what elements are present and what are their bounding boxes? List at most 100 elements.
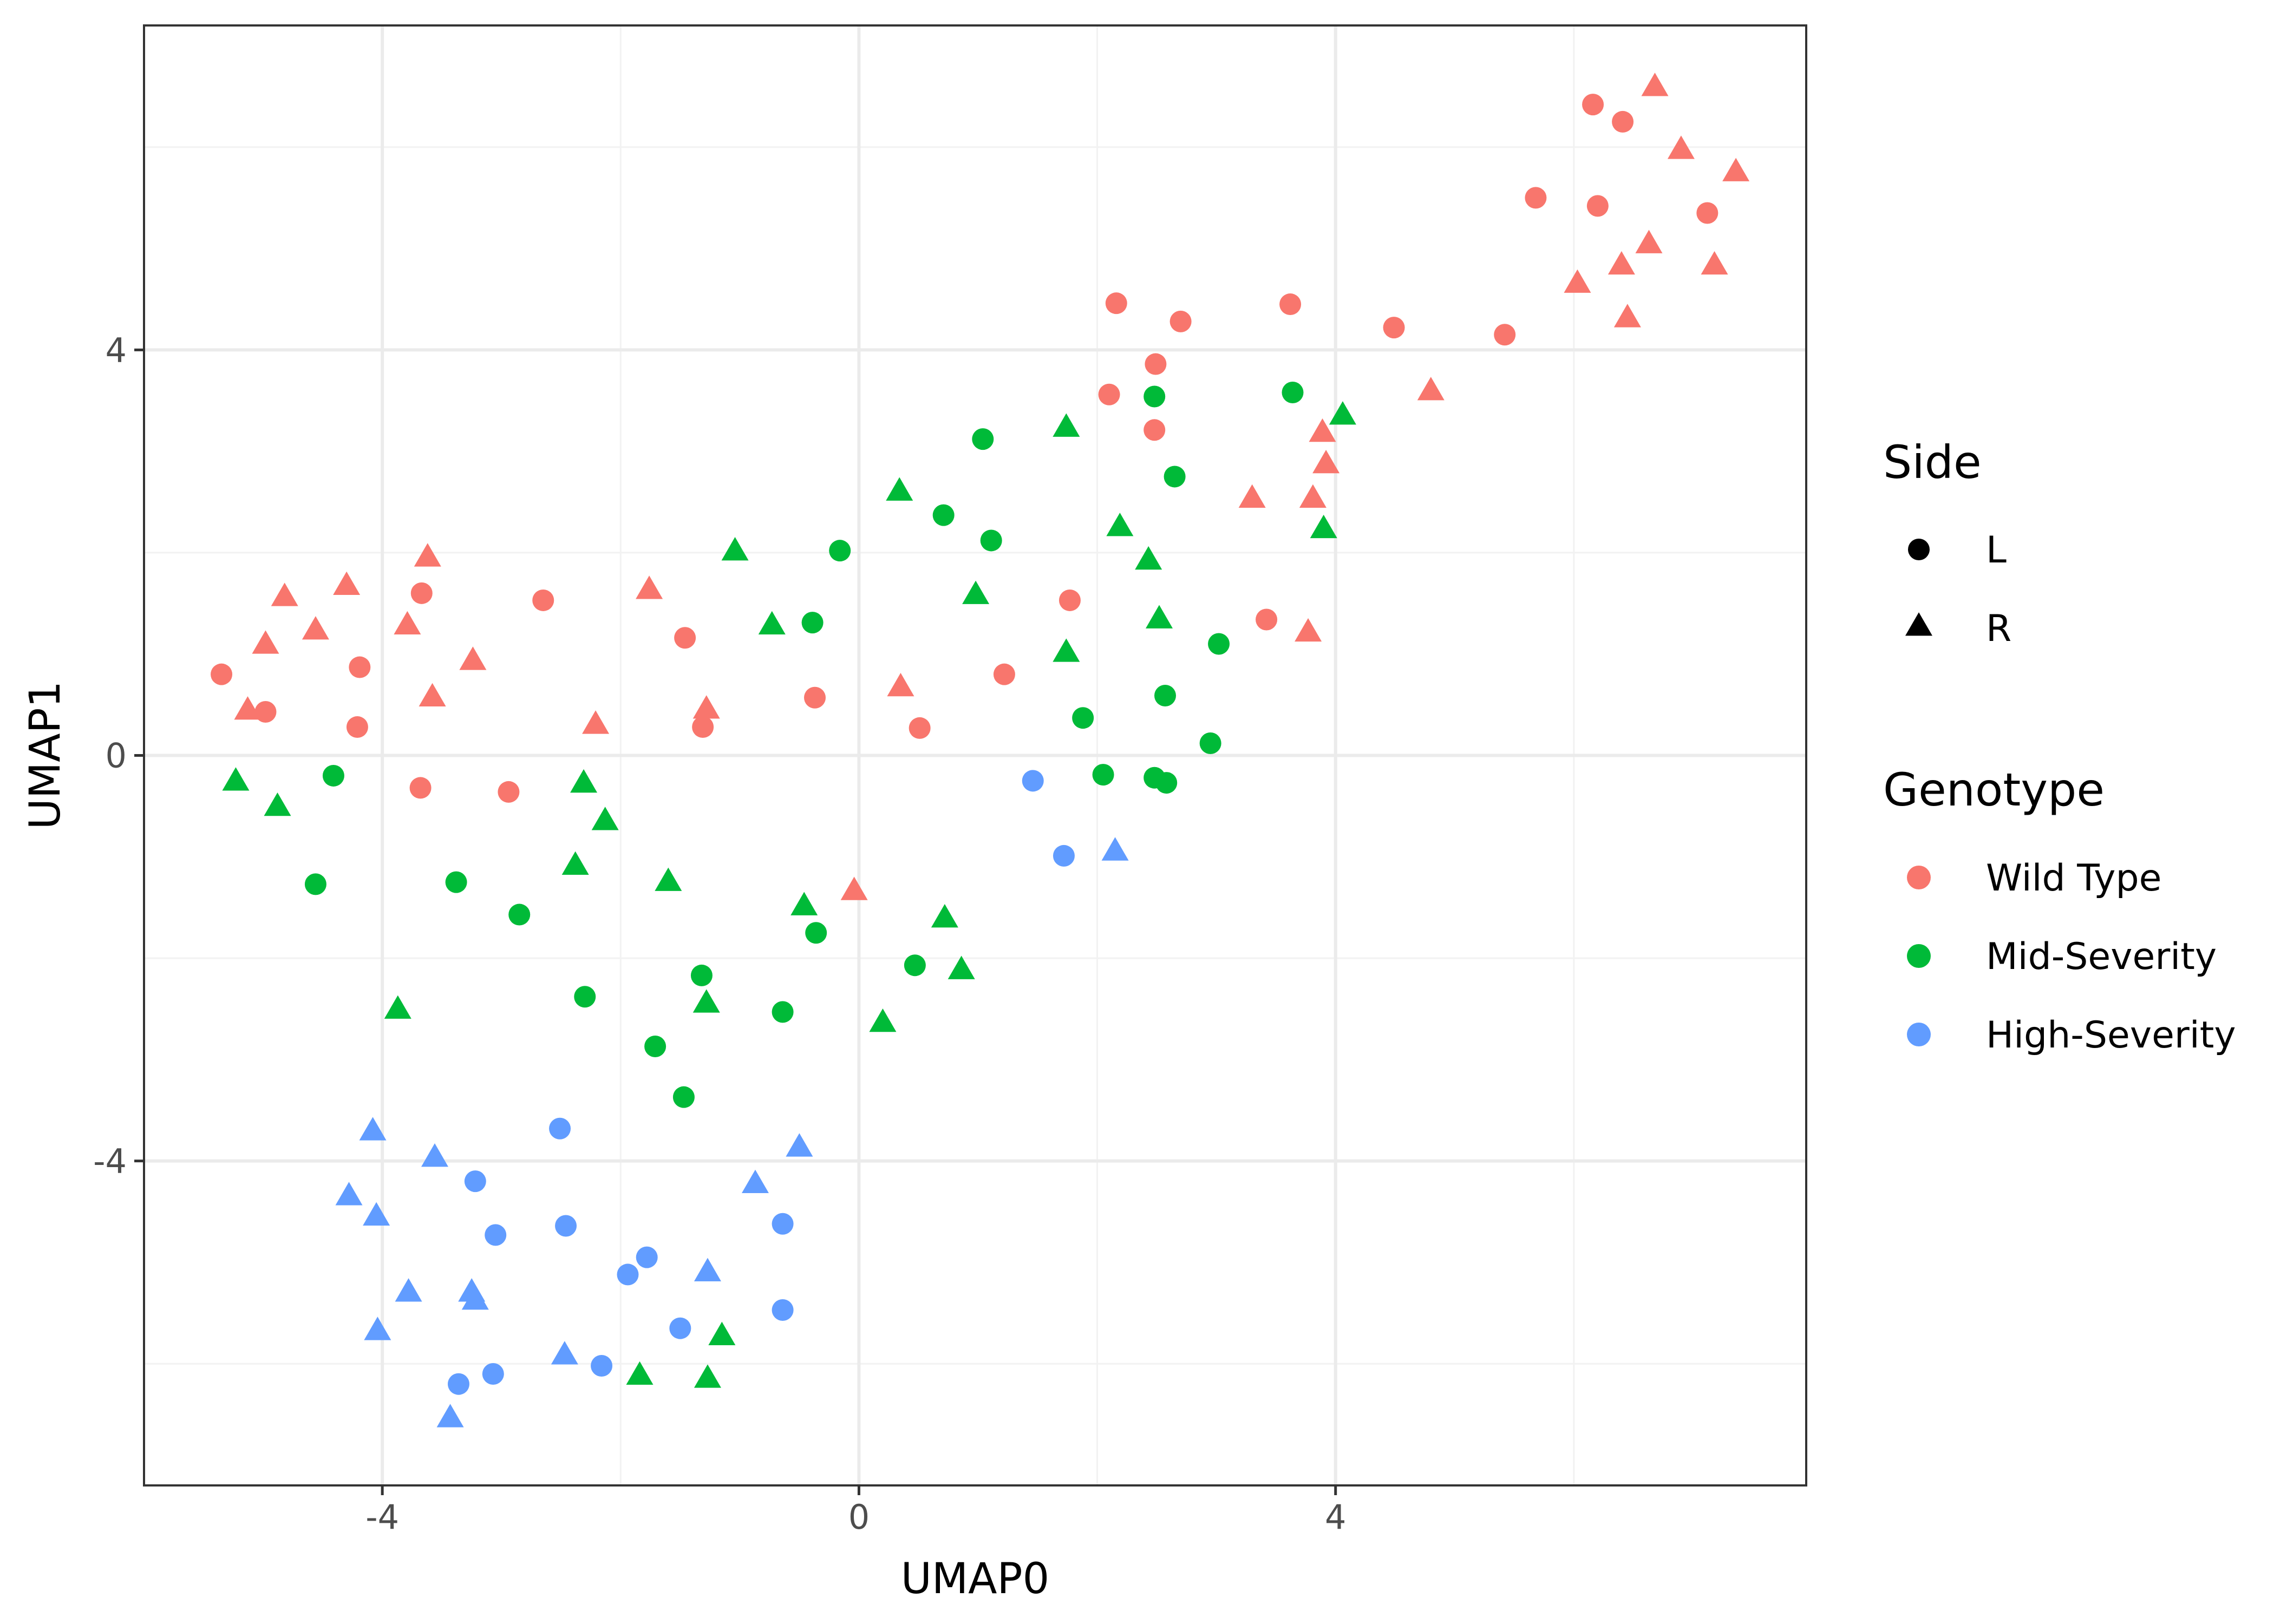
data-point-triangle: [264, 793, 291, 816]
y-axis-ticks: -4 0 4: [93, 330, 144, 1181]
data-point-triangle: [1053, 413, 1080, 437]
data-point-circle: [1058, 589, 1081, 611]
data-point-circle: [591, 1354, 613, 1377]
legend-shape-label: R: [1986, 607, 2011, 650]
data-point-circle: [1586, 195, 1609, 217]
data-point-circle: [829, 540, 851, 562]
data-point-triangle: [948, 955, 975, 979]
major-gridlines: [144, 25, 1806, 1485]
data-point-circle: [805, 922, 827, 944]
data-point-triangle: [421, 1143, 448, 1167]
data-point-circle: [1256, 608, 1278, 631]
x-tick-label: -4: [365, 1497, 399, 1537]
y-tick-label: 4: [106, 330, 127, 370]
data-point-triangle: [333, 571, 361, 595]
data-point-triangle: [869, 1008, 897, 1032]
data-point-circle: [980, 529, 1002, 552]
data-point-circle: [644, 1036, 666, 1058]
data-point-triangle: [363, 1202, 390, 1226]
data-point-circle: [1164, 466, 1186, 488]
data-point-circle: [1053, 844, 1075, 867]
data-point-circle: [636, 1246, 658, 1268]
data-point-triangle: [708, 1321, 736, 1345]
data-point-triangle: [364, 1317, 391, 1340]
data-point-circle: [1105, 292, 1127, 315]
data-point-circle: [498, 781, 520, 803]
data-point-circle: [1143, 385, 1166, 408]
legend-genotype-items: Wild Type Mid-Severity High-Severity: [1907, 857, 2236, 1057]
data-point-triangle: [394, 611, 421, 635]
x-axis-title: UMAP0: [901, 1555, 1049, 1603]
data-point-triangle: [694, 1364, 721, 1388]
data-point-triangle: [626, 1361, 654, 1385]
data-point-triangle: [591, 807, 619, 830]
data-point-circle: [1022, 770, 1044, 792]
data-point-triangle: [790, 892, 818, 915]
data-point-circle: [1199, 732, 1221, 755]
data-point-triangle: [758, 611, 786, 635]
data-point-triangle: [931, 904, 958, 928]
data-point-circle: [464, 1170, 486, 1193]
data-point-circle: [772, 1213, 794, 1235]
data-points: [211, 73, 1750, 1427]
data-point-triangle: [1310, 514, 1337, 539]
data-point-circle: [304, 873, 326, 895]
data-point-circle: [690, 964, 713, 986]
data-point-circle: [1208, 633, 1230, 655]
data-point-circle: [972, 428, 994, 450]
data-point-circle: [932, 504, 955, 526]
data-point-triangle: [359, 1117, 387, 1141]
data-point-circle: [410, 582, 433, 604]
data-point-circle: [1525, 187, 1547, 209]
data-point-circle: [1282, 381, 1304, 403]
data-point-circle: [1155, 772, 1178, 794]
data-point-circle: [1145, 353, 1167, 375]
plot-panel: [143, 24, 1807, 1487]
data-point-circle: [349, 656, 371, 678]
data-point-circle: [1494, 324, 1516, 346]
data-point-triangle: [436, 1404, 464, 1427]
legend-shape-label: L: [1986, 529, 2007, 572]
data-point-triangle: [786, 1133, 813, 1157]
data-point-triangle: [1701, 251, 1728, 275]
data-point-circle: [1612, 110, 1634, 133]
data-point-triangle: [252, 630, 279, 654]
x-tick-label: 0: [848, 1497, 870, 1537]
data-point-circle: [445, 871, 467, 893]
data-point-circle: [254, 700, 277, 723]
x-axis-ticks: -4 0 4: [365, 1485, 1346, 1537]
legend-color-label: Mid-Severity: [1986, 935, 2217, 978]
data-point-triangle: [692, 989, 720, 1013]
legend-title-side: Side: [1883, 436, 1982, 489]
data-point-circle: [1154, 684, 1177, 706]
data-point-circle: [669, 1317, 691, 1339]
data-point-circle: [617, 1263, 639, 1286]
data-point-triangle: [570, 769, 598, 793]
data-point-triangle: [1101, 837, 1129, 861]
data-point-triangle: [840, 876, 868, 900]
y-axis-title: UMAP1: [21, 681, 70, 829]
data-point-triangle: [1641, 73, 1669, 96]
data-point-triangle: [1608, 251, 1635, 275]
data-point-triangle: [419, 683, 446, 707]
data-point-triangle: [887, 673, 914, 697]
legend: Side LR Genotype Wild Type Mid-Severity Hi…: [1883, 436, 2236, 1057]
legend-color-key: [1907, 866, 1931, 889]
data-point-circle: [772, 1001, 794, 1023]
data-point-circle: [1696, 202, 1718, 224]
data-point-triangle: [1238, 484, 1266, 508]
data-point-triangle: [1295, 618, 1322, 642]
data-point-triangle: [1722, 158, 1750, 181]
data-point-triangle: [561, 851, 589, 875]
data-point-triangle: [302, 616, 329, 640]
data-point-circle: [672, 1086, 695, 1108]
data-point-circle: [1279, 293, 1302, 316]
data-point-triangle: [962, 580, 990, 604]
data-point-circle: [1072, 707, 1094, 729]
legend-color-label: High-Severity: [1986, 1014, 2236, 1057]
data-point-triangle: [271, 582, 298, 606]
legend-side-items: LR: [1905, 529, 2011, 650]
data-point-circle: [574, 986, 596, 1008]
data-point-triangle: [1329, 401, 1356, 425]
data-point-triangle: [395, 1278, 422, 1302]
